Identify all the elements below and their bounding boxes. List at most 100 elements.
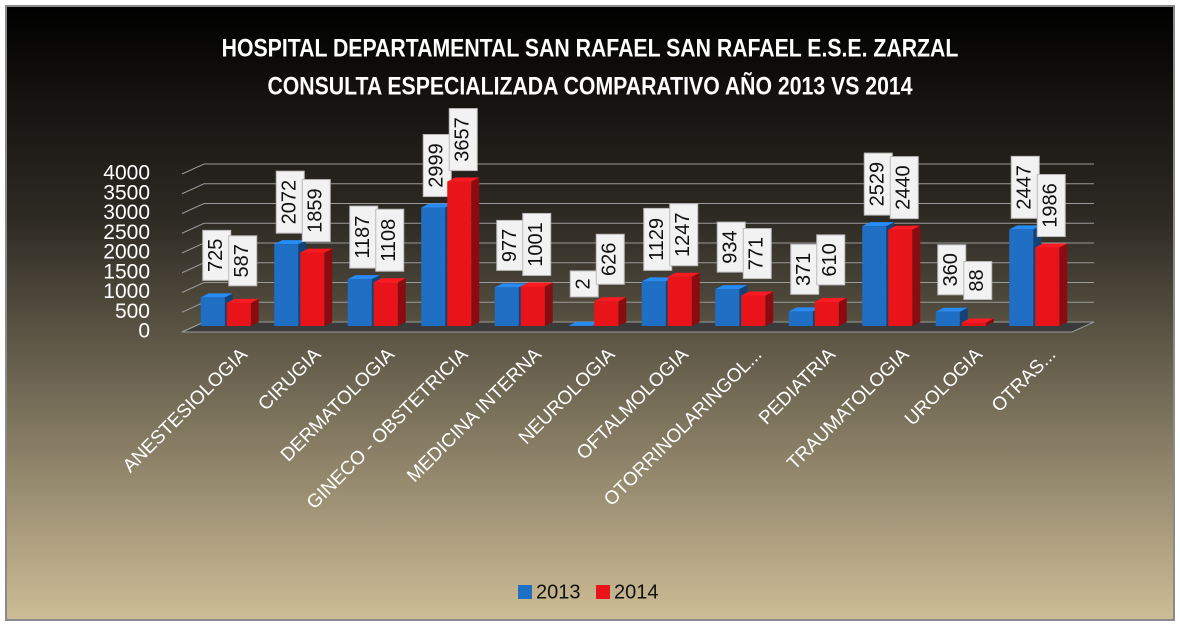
value-label-box — [275, 170, 305, 234]
value-label: 626 — [599, 243, 621, 276]
value-label-box — [889, 156, 919, 220]
bar-top — [274, 240, 307, 245]
bar — [935, 311, 960, 326]
value-label: 587 — [231, 244, 253, 277]
value-label: 371 — [793, 253, 815, 286]
value-label-box — [496, 219, 526, 271]
bar — [715, 289, 740, 326]
y-tick-label: 2000 — [103, 241, 150, 264]
value-label: 88 — [966, 269, 988, 291]
bar-side — [691, 272, 700, 326]
y-tick-label: 1500 — [103, 260, 150, 283]
value-label-box — [448, 108, 478, 172]
grid-line — [181, 203, 1094, 214]
grid-line — [181, 222, 1094, 234]
grid-line — [181, 183, 1094, 195]
value-label-box — [301, 179, 331, 243]
legend-label: 2013 — [536, 581, 581, 603]
value-label-box — [569, 270, 599, 298]
bar-top — [447, 177, 480, 182]
bar — [347, 279, 372, 326]
bar-side — [471, 177, 480, 326]
value-label: 1247 — [672, 212, 694, 257]
bar-top — [373, 278, 406, 283]
bar — [200, 297, 225, 326]
value-label-box — [643, 207, 673, 271]
bar-side — [544, 282, 553, 326]
value-label-box — [1010, 155, 1040, 219]
bar-top — [1035, 243, 1068, 248]
bar — [888, 229, 913, 326]
bar-side — [765, 291, 774, 326]
value-label: 1129 — [646, 218, 668, 261]
bar-top — [520, 282, 553, 287]
bar — [520, 286, 545, 326]
bar — [667, 276, 692, 326]
value-label: 977 — [499, 229, 521, 262]
value-label-box — [595, 233, 625, 285]
legend-swatch — [518, 585, 532, 599]
y-tick-label: 500 — [115, 300, 150, 323]
value-label: 725 — [205, 239, 227, 272]
bar — [300, 252, 325, 326]
bar-side — [1059, 243, 1068, 326]
bar — [447, 181, 472, 326]
legend-swatch — [596, 585, 610, 599]
value-label: 2 — [573, 278, 595, 289]
bar-top — [814, 297, 847, 302]
value-label-box — [790, 243, 820, 295]
bar-side — [618, 297, 627, 326]
bar-top — [667, 272, 700, 277]
bar-side — [985, 318, 994, 326]
value-label-box — [716, 221, 746, 273]
bar-side — [250, 298, 259, 326]
bar-top — [1009, 225, 1042, 230]
bar-top — [862, 222, 895, 227]
value-label: 1108 — [378, 219, 400, 262]
bar-top — [494, 283, 527, 288]
bar — [421, 207, 446, 326]
value-label: 2999 — [426, 143, 448, 188]
bar-side — [838, 297, 847, 326]
bar-top — [741, 291, 774, 296]
y-tick-label: 4000 — [103, 162, 150, 185]
bar — [1009, 229, 1034, 326]
value-label-box — [228, 235, 258, 287]
bar-side — [912, 225, 921, 326]
bar-top — [226, 298, 259, 303]
value-label: 2440 — [893, 165, 915, 210]
value-label-box — [1036, 174, 1066, 238]
value-label: 3657 — [452, 117, 474, 162]
bar — [961, 322, 986, 326]
bar — [594, 301, 619, 326]
bar — [494, 287, 519, 326]
bar-top — [961, 318, 994, 323]
bar — [641, 281, 666, 326]
y-tick-label: 2500 — [103, 221, 150, 244]
bar-top — [300, 248, 333, 253]
bar — [814, 301, 839, 326]
value-label: 360 — [940, 253, 962, 286]
bar-top — [200, 293, 233, 298]
value-label: 1986 — [1040, 183, 1062, 228]
value-label: 771 — [746, 237, 768, 270]
value-label: 1859 — [305, 188, 327, 233]
y-tick-label: 1000 — [103, 280, 150, 303]
value-label: 2072 — [279, 180, 301, 225]
value-label: 2529 — [867, 162, 889, 207]
grid-line — [181, 163, 1094, 175]
value-label-box — [375, 208, 405, 272]
bar-top — [788, 307, 821, 312]
value-label: 610 — [819, 243, 841, 276]
y-tick-label: 3500 — [103, 181, 150, 204]
value-label-box — [963, 261, 993, 301]
bar — [226, 302, 251, 326]
value-label: 2447 — [1014, 165, 1036, 210]
bar-top — [347, 275, 380, 280]
bar — [788, 311, 813, 326]
bar — [373, 282, 398, 326]
value-label-box — [863, 152, 893, 216]
legend-label: 2014 — [614, 581, 659, 603]
bar-top — [888, 225, 921, 230]
